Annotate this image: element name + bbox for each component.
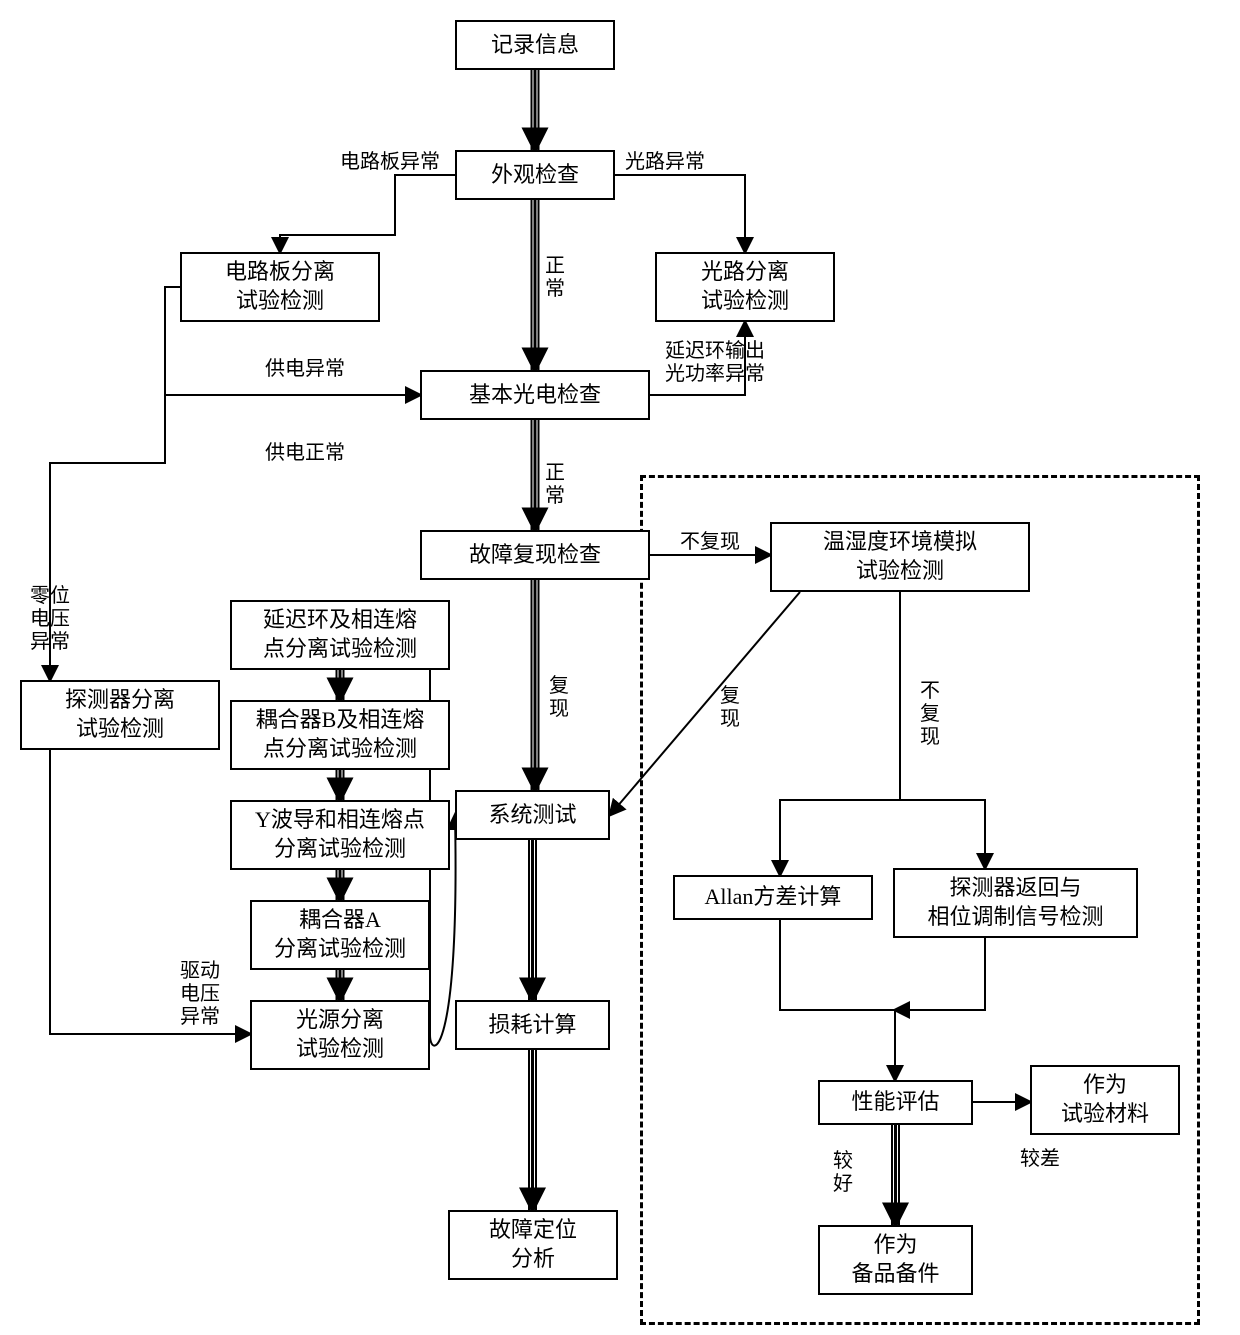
node-basic_pe: 基本光电检查: [420, 370, 650, 420]
label-no_rep2: 不 复 现: [920, 680, 940, 749]
node-use_mat: 作为试验材料: [1030, 1065, 1180, 1135]
label-pcb_abn: 电路板异常: [340, 151, 440, 174]
label-good: 较 好: [833, 1150, 853, 1196]
label-normal1: 正 常: [545, 255, 565, 301]
node-src_sep: 光源分离试验检测: [250, 1000, 430, 1070]
node-allan: Allan方差计算: [673, 875, 873, 920]
flowchart-canvas: 记录信息外观检查电路板分离试验检测 光路分离试验检测基本光电检查探测器分离试验检测…: [0, 0, 1240, 1335]
label-zero_v: 零位 电压 异常: [30, 585, 70, 654]
label-no_rep: 不复现: [680, 531, 740, 554]
node-coupB_sep: 耦合器B及相连熔点分离试验检测: [230, 700, 450, 770]
node-appearance: 外观检查: [455, 150, 615, 200]
node-env_sim: 温湿度环境模拟试验检测: [770, 522, 1030, 592]
label-normal2: 正 常: [545, 462, 565, 508]
label-delay_abn: 延迟环输出 光功率异常: [665, 340, 765, 386]
label-repro2: 复 现: [720, 685, 740, 731]
node-delay_sep: 延迟环及相连熔点分离试验检测: [230, 600, 450, 670]
label-pwr_ok: 供电正常: [265, 442, 345, 465]
label-pwr_abn: 供电异常: [265, 358, 345, 381]
node-loss: 损耗计算: [455, 1000, 610, 1050]
node-pcb_sep: 电路板分离试验检测: [180, 252, 380, 322]
node-record: 记录信息: [455, 20, 615, 70]
label-opt_abn: 光路异常: [625, 151, 705, 174]
label-drive_v: 驱动 电压 异常: [180, 960, 220, 1029]
node-opt_sep: 光路分离试验检测: [655, 252, 835, 322]
node-det_ret: 探测器返回与相位调制信号检测: [893, 868, 1138, 938]
node-fault_rep: 故障复现检查: [420, 530, 650, 580]
node-use_spare: 作为备品备件: [818, 1225, 973, 1295]
label-repro: 复 现: [549, 675, 569, 721]
label-bad: 较差: [1020, 1148, 1060, 1171]
node-ywg_sep: Y波导和相连熔点分离试验检测: [230, 800, 450, 870]
node-fault_loc: 故障定位分析: [448, 1210, 618, 1280]
node-det_sep: 探测器分离试验检测: [20, 680, 220, 750]
node-perf: 性能评估: [818, 1080, 973, 1125]
node-coupA_sep: 耦合器A分离试验检测: [250, 900, 430, 970]
node-sys_test: 系统测试: [455, 790, 610, 840]
